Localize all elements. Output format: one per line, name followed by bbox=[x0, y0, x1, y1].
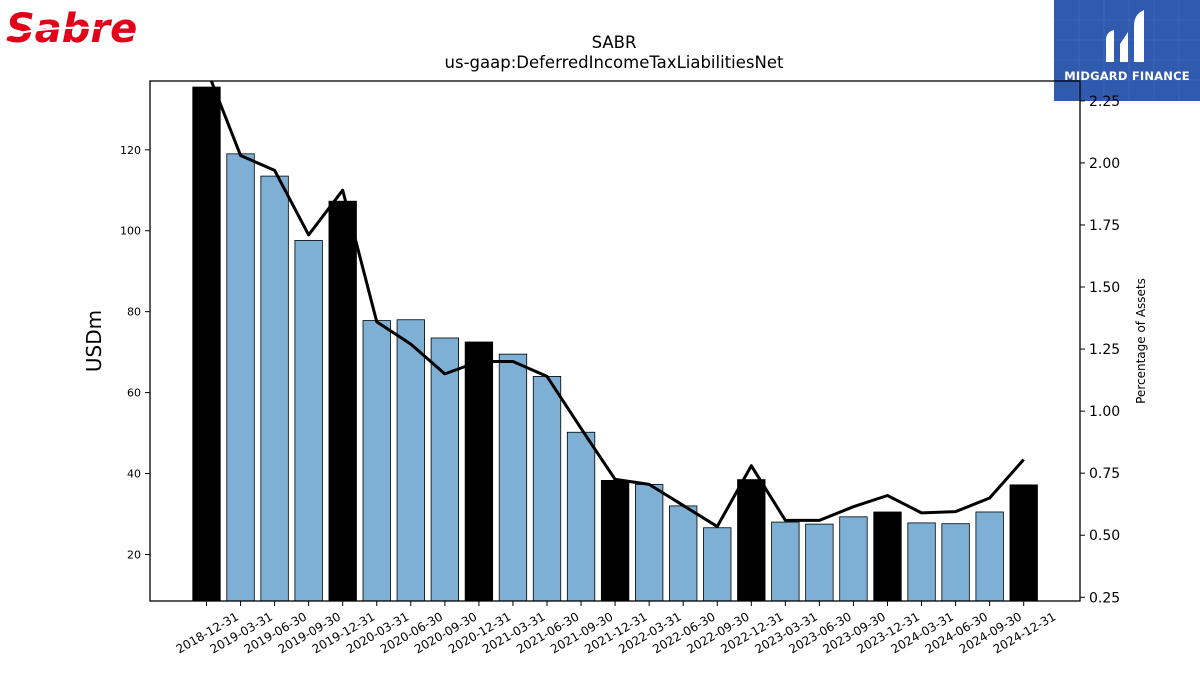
y2-tick-label-4: 1.25 bbox=[1089, 342, 1120, 358]
y2-tick-label-2: 0.75 bbox=[1089, 466, 1120, 482]
y-axis-label: USDm bbox=[82, 310, 106, 372]
bar-2022-12-31 bbox=[737, 479, 766, 602]
bar-2022-06-30 bbox=[669, 505, 698, 602]
y2-axis-label: Percentage of Assets bbox=[1134, 278, 1148, 404]
sabre-logo: Sabre bbox=[4, 2, 164, 52]
chart-title: SABR bbox=[592, 33, 637, 52]
y2-tick-label-8: 2.25 bbox=[1089, 94, 1120, 110]
bar-2023-06-30 bbox=[805, 523, 834, 602]
bar-2024-12-31 bbox=[1009, 484, 1038, 602]
bar-2021-09-30 bbox=[566, 431, 596, 602]
bar-2019-03-31 bbox=[226, 153, 255, 602]
bar-2021-03-31 bbox=[498, 353, 528, 602]
bar-2022-09-30 bbox=[703, 527, 732, 602]
y-tick-label-20: 20 bbox=[127, 548, 141, 561]
bar-2019-06-30 bbox=[260, 175, 289, 602]
bar-2018-12-31 bbox=[192, 86, 221, 602]
bar-2024-09-30 bbox=[975, 511, 1004, 602]
y-tick-label-60: 60 bbox=[127, 387, 141, 400]
y-tick-label-100: 100 bbox=[120, 225, 141, 238]
bar-2021-12-31 bbox=[600, 480, 630, 602]
bar-2023-12-31 bbox=[873, 511, 902, 602]
y2-tick-label-3: 1.00 bbox=[1089, 404, 1120, 420]
bar-2019-09-30 bbox=[294, 240, 323, 602]
sabre-swoosh-icon bbox=[5, 26, 101, 38]
y2-tick-label-1: 0.50 bbox=[1089, 528, 1120, 544]
y-tick-label-40: 40 bbox=[127, 468, 141, 481]
y-tick-label-120: 120 bbox=[120, 144, 141, 157]
bar-2019-12-31 bbox=[328, 200, 357, 602]
bar-2020-09-30 bbox=[430, 337, 460, 602]
y-tick-label-80: 80 bbox=[127, 306, 141, 319]
bar-2021-06-30 bbox=[532, 376, 562, 602]
y2-tick-label-0: 0.25 bbox=[1089, 590, 1120, 606]
chart-subtitle: us-gaap:DeferredIncomeTaxLiabilitiesNet bbox=[445, 53, 784, 72]
y2-tick-label-7: 2.00 bbox=[1089, 156, 1120, 172]
bar-2020-12-31 bbox=[464, 341, 494, 602]
bar-2022-03-31 bbox=[635, 484, 664, 602]
midgard-logo-text: MIDGARD FINANCE bbox=[1064, 69, 1190, 83]
bar-2024-06-30 bbox=[941, 523, 970, 602]
bar-2023-03-31 bbox=[771, 521, 800, 602]
bar-2020-06-30 bbox=[396, 319, 425, 602]
bar-2023-09-30 bbox=[839, 516, 868, 602]
bar-2024-03-31 bbox=[907, 522, 936, 602]
y2-tick-label-5: 1.50 bbox=[1089, 280, 1120, 296]
sabre-logo-wordmark: Sabre bbox=[6, 6, 137, 48]
bar-2020-03-31 bbox=[362, 320, 391, 602]
y2-tick-label-6: 1.75 bbox=[1089, 218, 1120, 234]
percentage-line bbox=[209, 81, 1025, 529]
midgard-finance-logo: MIDGARD FINANCE bbox=[1054, 0, 1200, 101]
midgard-emblem-icon bbox=[1106, 10, 1144, 62]
